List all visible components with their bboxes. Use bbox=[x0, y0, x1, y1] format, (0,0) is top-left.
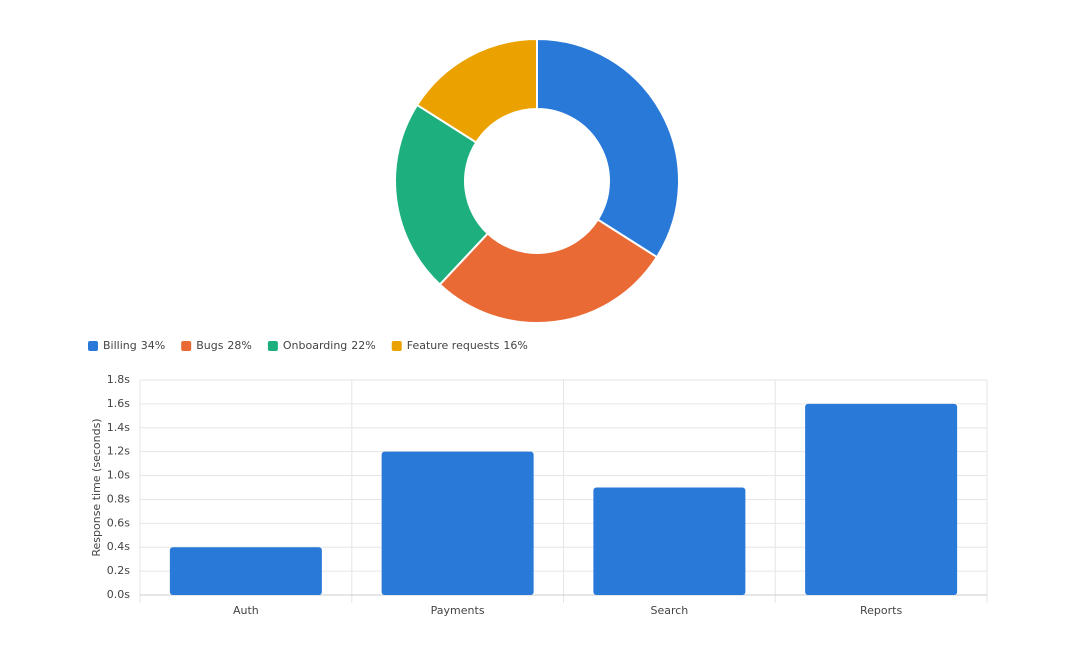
y-tick-label: 0.2s bbox=[107, 564, 130, 577]
y-tick-label: 0.6s bbox=[107, 516, 130, 529]
legend-swatch bbox=[267, 341, 278, 351]
legend-value: 34% bbox=[141, 339, 165, 352]
legend-value: 22% bbox=[351, 339, 375, 352]
legend-name: Billing bbox=[103, 339, 137, 352]
y-tick-label: 0.0s bbox=[107, 588, 130, 601]
legend-name: Bugs bbox=[196, 339, 224, 352]
legend-swatch bbox=[391, 341, 402, 351]
legend-label: Onboarding 22% bbox=[283, 339, 376, 352]
y-tick-label: 1.8s bbox=[107, 373, 130, 386]
x-tick-label: Auth bbox=[233, 604, 259, 617]
bar bbox=[805, 403, 958, 595]
bar bbox=[381, 451, 534, 595]
y-tick-label: 1.6s bbox=[107, 397, 130, 410]
x-tick-label: Search bbox=[650, 604, 688, 617]
legend-name: Onboarding bbox=[283, 339, 347, 352]
y-tick-label: 0.4s bbox=[107, 540, 130, 553]
bar bbox=[593, 487, 746, 595]
y-axis-label: Response time (seconds) bbox=[90, 418, 103, 556]
x-tick-label: Payments bbox=[431, 604, 485, 617]
legend-value: 16% bbox=[503, 339, 527, 352]
y-tick-label: 0.8s bbox=[107, 492, 130, 505]
legend-label: Bugs 28% bbox=[196, 339, 252, 352]
legend-swatch bbox=[181, 341, 192, 351]
donut-slice bbox=[394, 103, 490, 286]
legend-label: Billing 34% bbox=[103, 339, 165, 352]
bar bbox=[169, 547, 322, 595]
donut-slice bbox=[536, 37, 680, 259]
legend-swatch bbox=[88, 341, 98, 351]
legend-label: Feature requests 16% bbox=[407, 339, 528, 352]
y-tick-label: 1.4s bbox=[107, 421, 130, 434]
legend-name: Feature requests bbox=[407, 339, 500, 352]
x-tick-label: Reports bbox=[860, 604, 902, 617]
y-tick-label: 1.0s bbox=[107, 469, 130, 482]
donut-slice bbox=[438, 218, 659, 324]
donut-slice bbox=[415, 37, 538, 144]
y-tick-label: 1.2s bbox=[107, 445, 130, 458]
legend-value: 28% bbox=[227, 339, 251, 352]
